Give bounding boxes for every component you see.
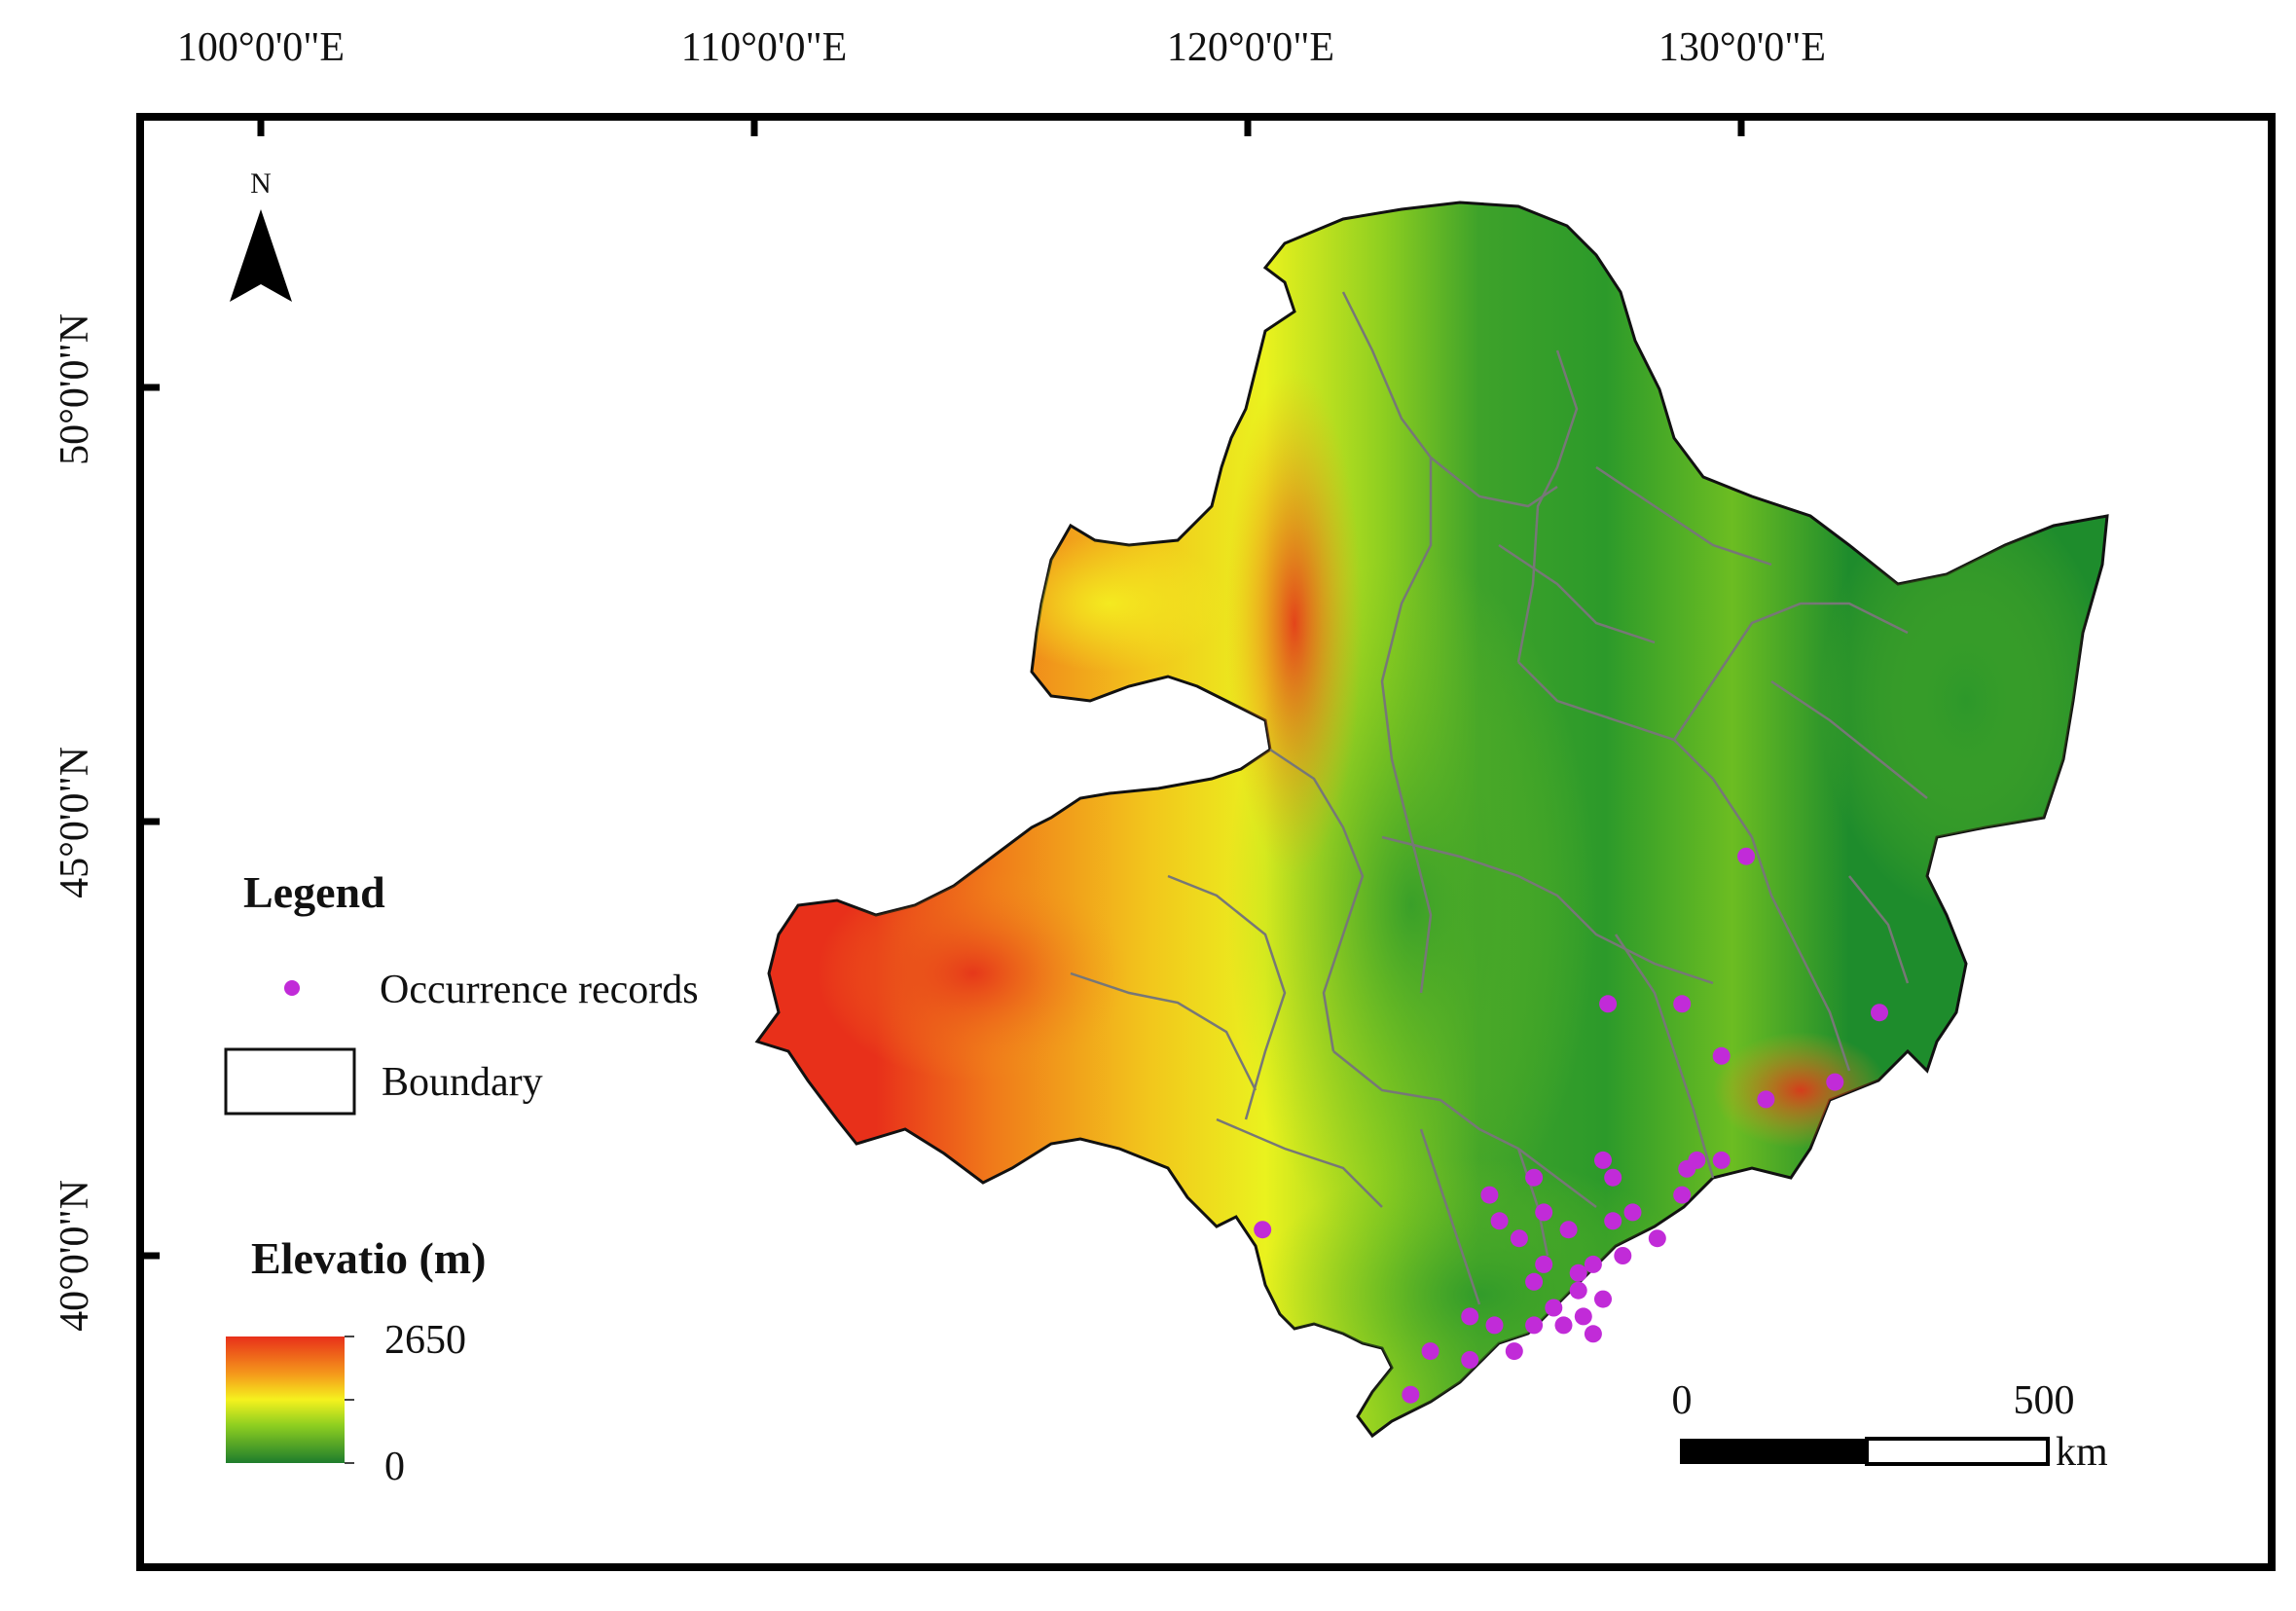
legend: Legend Occurrence records Boundary Eleva… [224,867,699,1489]
scale-end-label: 500 [2014,1378,2075,1423]
lon-label-110: 110°0'0"E [681,25,848,70]
occurrence-point [1604,1168,1622,1187]
occurrence-points [1254,847,1888,1404]
boundary-line [1770,679,1928,799]
occurrence-point [1673,995,1692,1013]
scale-unit-label: km [2056,1430,2108,1475]
occurrence-point [1604,1212,1622,1230]
lon-label-100: 100°0'0"E [177,25,345,70]
boundary-line [1516,349,1579,663]
elevation-max-label: 2650 [384,1318,466,1363]
occurrence-point [1688,1151,1706,1169]
boundary-line [1381,835,1714,985]
occurrence-point [1525,1272,1544,1291]
occurrence-point [1421,1342,1440,1361]
occurrence-point [1737,847,1756,865]
western-plateau-highland [818,866,1129,1080]
boundary-line [1269,748,1365,1052]
liaodong-lowland [1256,1158,1703,1431]
elevation-legend-title: Elevatio (m) [251,1233,486,1283]
occurrence-point [1554,1316,1573,1335]
longitude-labels: 100°0'0"E 110°0'0"E 120°0'0"E 130°0'0"E [177,25,1826,70]
occurrence-point [1594,1290,1612,1308]
lat-label-50: 50°0'0"N [53,313,97,465]
scale-start-label: 0 [1672,1378,1693,1423]
boundary-legend-label: Boundary [382,1060,543,1105]
boundary-line [1216,1117,1383,1208]
occurrence-point [1614,1247,1632,1264]
terrain-region [754,201,2109,1439]
occurrence-point [1623,1203,1642,1222]
occurrence-point [1599,995,1618,1013]
greater-khingan-highland [1226,370,1363,876]
occurrence-point [1648,1229,1666,1248]
occurrence-point [1490,1212,1509,1230]
north-arrow-icon [230,209,292,302]
occurrence-point [1569,1263,1587,1282]
lat-label-45: 45°0'0"N [53,747,97,898]
occurrence-point [1757,1090,1775,1109]
boundary-line [1332,1050,1597,1208]
occurrence-point [1485,1316,1504,1335]
occurrence-point [1480,1186,1499,1204]
occurrence-point [1584,1325,1602,1343]
occurrence-point [1712,1151,1731,1169]
occurrence-point [1673,1186,1692,1204]
occurrence-point [1510,1229,1528,1248]
hulunbuir-yellow [993,535,1226,672]
occurrence-legend-icon [284,980,300,996]
boundary-line [1848,875,1910,984]
boundary-line [1498,543,1656,644]
scale-bar-black-segment [1680,1439,1867,1464]
occurrence-point [1871,1004,1888,1022]
legend-title: Legend [243,867,385,917]
occurrence-point [1594,1151,1612,1169]
lon-label-130: 130°0'0"E [1658,25,1826,70]
boundary-line [1595,465,1772,567]
occurrence-point [1574,1307,1592,1326]
occurrence-point [1569,1281,1587,1300]
occurrence-point [1402,1385,1420,1404]
occurrence-point [1461,1351,1479,1369]
boundary-line [1167,874,1287,1120]
lat-label-40: 40°0'0"N [53,1180,97,1332]
occurrence-point [1826,1073,1844,1091]
occurrence-point [1535,1255,1553,1273]
scale-bar: 0 500 km [1672,1378,2109,1475]
boundary-line [1672,602,1909,741]
changbai-highland [1713,1032,1888,1149]
boundary-line [1750,836,1851,1072]
north-arrow-label: N [250,167,272,200]
scale-bar-white-segment [1865,1437,2050,1466]
elevation-min-label: 0 [384,1445,405,1489]
boundary-line [1070,971,1257,1091]
occurrence-point [1505,1342,1523,1361]
graticule-ticks [140,117,1745,1260]
occurrence-point [1254,1221,1272,1239]
occurrence-point [1461,1307,1479,1326]
lon-label-120: 120°0'0"E [1167,25,1334,70]
occurrence-point [1545,1299,1563,1317]
boundary-line [1517,661,1754,838]
occurrence-point [1712,1046,1731,1065]
latitude-labels: 50°0'0"N 45°0'0"N 40°0'0"N [53,313,97,1332]
boundary-line [1419,1128,1481,1305]
occurrence-point [1535,1203,1553,1222]
boundary-legend-icon [224,1047,356,1116]
occurrence-point [1559,1221,1578,1239]
boundary-line [1614,934,1715,1179]
boundary-line [1380,458,1433,994]
north-arrow: N [230,167,292,302]
occurrence-point [1525,1316,1544,1335]
map-frame [136,113,2276,1571]
elevation-color-ramp [226,1336,345,1463]
sanjiang-plain-lowland [1820,487,2107,915]
occurrence-point [1584,1255,1602,1273]
occurrence-point [1525,1168,1544,1187]
occurrence-legend-label: Occurrence records [380,968,699,1012]
